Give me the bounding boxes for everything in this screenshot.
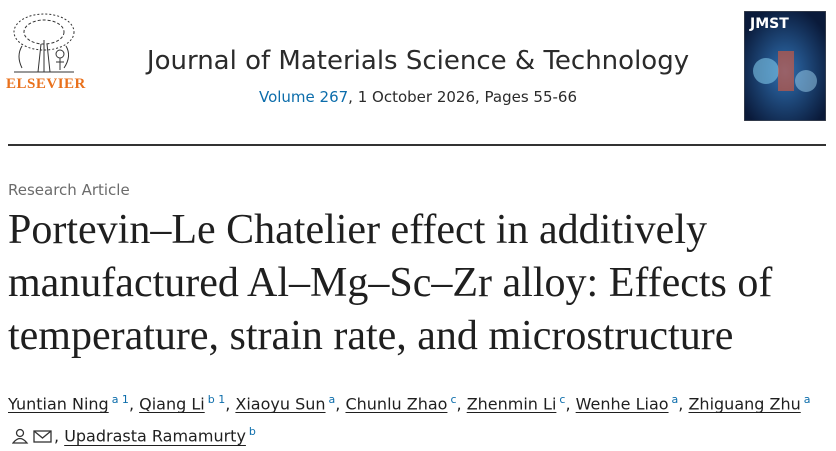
author-name[interactable]: Chunlu Zhao: [345, 394, 448, 414]
article-type: Research Article: [8, 181, 130, 199]
volume-link[interactable]: Volume 267: [258, 88, 349, 106]
author-name[interactable]: Yuntian Ning: [8, 394, 109, 414]
author-name[interactable]: Qiang Li: [139, 394, 205, 414]
author-list: Yuntian Ning a 1, Qiang Li b 1, Xiaoyu Sun…: [8, 386, 828, 451]
author-name[interactable]: Zhenmin Li: [466, 394, 557, 414]
author-separator: ,: [225, 394, 231, 414]
issue-details: , 1 October 2026, Pages 55-66: [348, 88, 578, 106]
issue-line: Volume 267, 1 October 2026, Pages 55-66: [0, 88, 836, 106]
article-title: Portevin–Le Chatelier effect in additive…: [8, 207, 773, 359]
author-separator: ,: [565, 394, 571, 414]
author-affiliation[interactable]: c: [450, 393, 457, 406]
author-name[interactable]: Zhiguang Zhu: [688, 394, 801, 414]
author-separator: ,: [456, 394, 462, 414]
publisher-name: ELSEVIER: [6, 76, 86, 92]
author-separator: ,: [128, 394, 135, 414]
publisher-logo: [13, 13, 75, 73]
journal-cover[interactable]: JMST: [744, 11, 826, 121]
author-affiliation[interactable]: c: [559, 393, 566, 406]
author-name[interactable]: Wenhe Liao: [575, 394, 669, 414]
author-separator: ,: [678, 394, 684, 414]
divider: [8, 144, 826, 146]
author-name[interactable]: Xiaoyu Sun: [235, 394, 326, 414]
author-separator: ,: [335, 394, 341, 414]
author-separator: ,: [54, 426, 60, 446]
cover-label: JMST: [749, 16, 789, 32]
journal-title[interactable]: Journal of Materials Science & Technolog…: [146, 46, 690, 76]
author-affiliation[interactable]: b: [248, 425, 256, 439]
author-affiliation[interactable]: a 1: [111, 393, 129, 406]
contact-icons[interactable]: [11, 428, 54, 444]
author-name[interactable]: Upadrasta Ramamurty: [64, 426, 246, 446]
author-affiliation[interactable]: a: [803, 393, 811, 406]
author-affiliation[interactable]: a: [328, 393, 336, 406]
author-affiliation[interactable]: a: [671, 393, 679, 406]
author-affiliation[interactable]: b 1: [207, 393, 226, 406]
